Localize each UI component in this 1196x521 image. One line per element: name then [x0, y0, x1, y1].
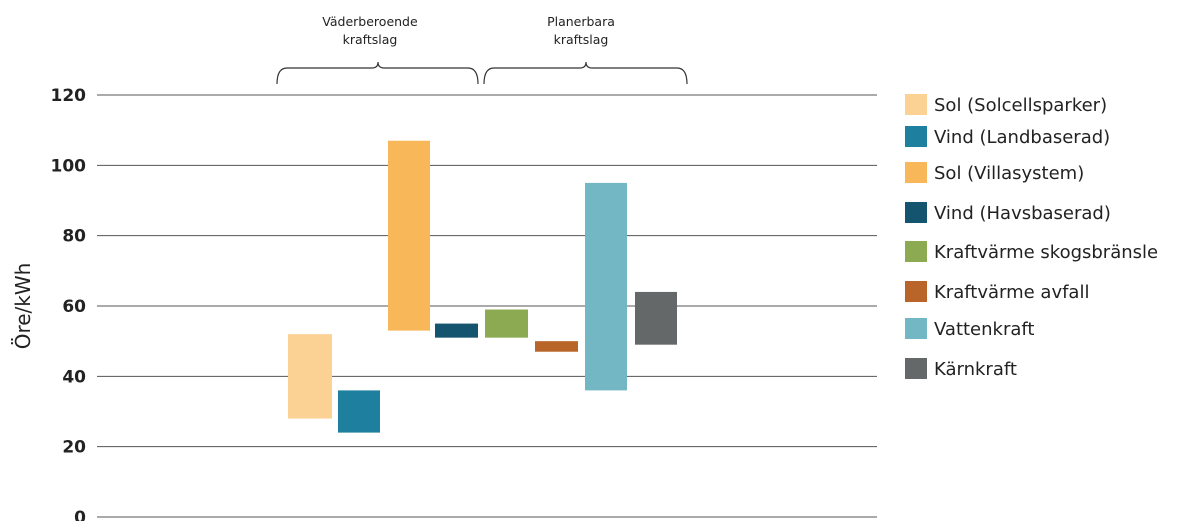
bar-0 — [288, 334, 332, 419]
grid-layer — [97, 94, 877, 518]
y-axis-label: Öre/kWh — [11, 263, 35, 350]
bar-4 — [485, 309, 528, 338]
legend-label: Sol (Villasystem) — [934, 163, 1084, 184]
legend-swatch — [905, 318, 927, 339]
legend-label: Kraftvärme skogsbränsle — [934, 242, 1158, 263]
y-axis-ticks: 0 20 40 60 80 100 120 — [51, 86, 87, 521]
group-label: kraftslag — [343, 32, 398, 47]
legend-swatch — [905, 241, 927, 262]
group-label: Väderberoende — [322, 14, 418, 29]
group-bracket — [276, 61, 479, 85]
legend-label: Vind (Havsbaserad) — [934, 203, 1111, 224]
group-brackets: Väderberoende kraftslag Planerbara kraftsla… — [276, 14, 688, 85]
bar-7 — [635, 291, 677, 345]
legend-swatch — [905, 162, 927, 183]
bar-5 — [535, 341, 578, 352]
legend-label: Kärnkraft — [934, 359, 1017, 380]
bar-1 — [338, 390, 380, 433]
y-tick-label: 120 — [51, 86, 87, 106]
y-tick-label: 0 — [74, 508, 86, 521]
legend-label: Vind (Landbaserad) — [934, 127, 1110, 148]
bar-2 — [388, 140, 430, 331]
legend-label: Sol (Solcellsparker) — [934, 95, 1107, 116]
legend: Sol (Solcellsparker) Vind (Landbaserad) So… — [905, 94, 1158, 380]
y-tick-label: 100 — [51, 156, 87, 176]
y-tick-label: 60 — [62, 297, 86, 317]
legend-swatch — [905, 202, 927, 223]
bars — [288, 140, 677, 433]
legend-swatch — [905, 94, 927, 115]
legend-label: Kraftvärme avfall — [934, 282, 1089, 303]
legend-swatch — [905, 126, 927, 147]
legend-swatch — [905, 281, 927, 302]
bar-3 — [435, 323, 478, 338]
legend-label: Vattenkraft — [934, 319, 1034, 340]
group-label: kraftslag — [554, 32, 609, 47]
y-tick-label: 20 — [62, 438, 86, 458]
group-bracket — [483, 61, 688, 85]
bar-6 — [585, 182, 627, 391]
legend-swatch — [905, 358, 927, 379]
y-tick-label: 80 — [62, 227, 86, 247]
group-label: Planerbara — [547, 14, 615, 29]
y-tick-label: 40 — [62, 367, 86, 387]
